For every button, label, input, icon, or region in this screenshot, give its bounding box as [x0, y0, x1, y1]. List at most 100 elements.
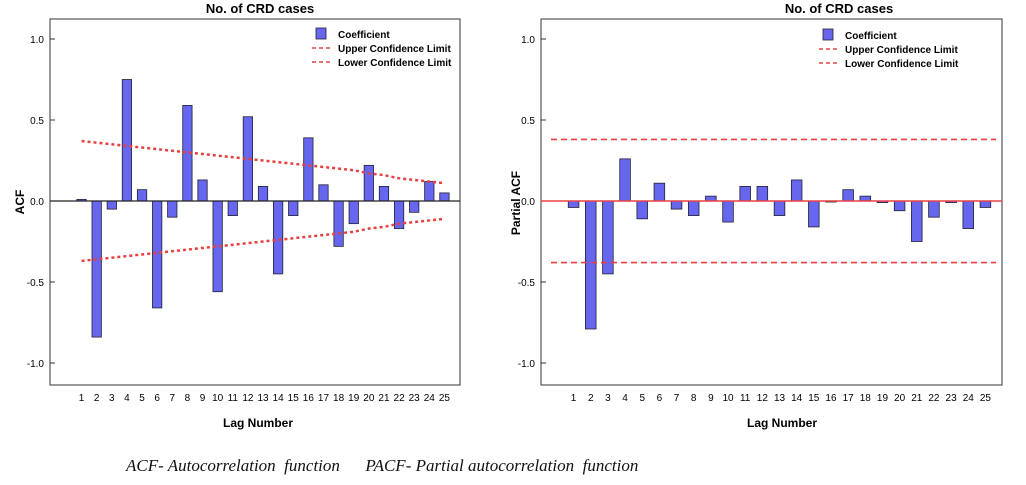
bar-lag-15: [808, 200, 820, 228]
x-tick-label: 16: [303, 393, 315, 404]
bar-lag-2: [91, 200, 102, 338]
x-tick-label: 10: [722, 393, 734, 404]
x-tick-label: 17: [843, 393, 855, 404]
bar-lag-8: [687, 200, 700, 216]
legend-label-coefficient: Coefficient: [845, 31, 897, 42]
bar-lag-14: [790, 179, 803, 202]
x-tick-label: 23: [946, 393, 958, 404]
bar-lag-21: [378, 186, 390, 202]
x-tick-label: 9: [708, 393, 714, 404]
x-tick-label: 4: [124, 393, 130, 404]
plot-frame: [540, 18, 1003, 386]
y-tick-label: -0.5: [27, 278, 45, 289]
legend-label-lower-confidence-limit: Lower Confidence Limit: [845, 59, 959, 70]
x-tick-label: 6: [657, 393, 663, 404]
x-tick-label: 1: [571, 393, 577, 404]
bar-lag-10: [722, 200, 734, 223]
x-tick-label: 17: [318, 393, 330, 404]
bar-lag-2: [585, 200, 597, 330]
bar-lag-5: [636, 200, 648, 220]
bar-lag-19: [348, 200, 359, 225]
x-tick-label: 21: [378, 393, 390, 404]
x-tick-label: 19: [877, 393, 889, 404]
y-axis-label: ACF: [13, 190, 27, 215]
lower-confidence-limit-line: [81, 217, 445, 263]
bar-lag-5: [136, 189, 148, 202]
pacf-chart: No. of CRD cases 1.0 0.5 0.0 -0.5 -1.0 Partial…: [510, 1, 1003, 430]
chart-title: No. of CRD cases: [206, 1, 314, 16]
legend-label-lower-confidence-limit: Lower Confidence Limit: [338, 58, 452, 69]
x-tick-label: 2: [94, 393, 100, 404]
bar-lag-1: [567, 200, 580, 208]
plot-frame: [49, 18, 461, 386]
x-tick-label: 13: [774, 393, 786, 404]
x-tick-label: 24: [963, 393, 975, 404]
bar-lag-15: [288, 200, 299, 216]
x-tick-label: 16: [825, 393, 837, 404]
bar-lag-9: [197, 179, 208, 202]
pacf-chart-panel: No. of CRD cases 1.0 0.5 0.0 -0.5 -1.0 Partial…: [510, 0, 1026, 440]
bar-lag-11: [739, 186, 751, 202]
bar-lag-20: [893, 200, 906, 212]
y-tick-label: 0.0: [30, 197, 44, 208]
x-tick-label: 12: [242, 393, 254, 404]
x-tick-label: 22: [928, 393, 940, 404]
x-tick-label: 12: [757, 393, 769, 404]
y-tick-label: -1.0: [518, 359, 536, 370]
x-tick-label: 25: [980, 393, 992, 404]
x-tick-label: 7: [674, 393, 680, 404]
x-tick-label: 25: [439, 393, 451, 404]
x-tick-label: 6: [154, 393, 160, 404]
legend-label-upper-confidence-limit: Upper Confidence Limit: [338, 44, 451, 55]
x-tick-label: 14: [791, 393, 803, 404]
bar-lag-16: [303, 137, 314, 202]
chart-title: No. of CRD cases: [785, 1, 893, 16]
bar-lag-17: [842, 189, 854, 202]
legend-swatch-coefficient: [315, 27, 327, 40]
x-tick-label: 20: [894, 393, 906, 404]
bar-lag-7: [167, 200, 178, 218]
y-tick-label: -1.0: [27, 359, 45, 370]
x-tick-label: 7: [169, 393, 175, 404]
bar-lag-7: [670, 200, 683, 210]
upper-confidence-limit-line: [81, 139, 445, 185]
x-tick-label: 13: [257, 393, 269, 404]
y-tick-label: 1.0: [521, 35, 535, 46]
x-tick-label: 15: [808, 393, 820, 404]
bar-lag-6: [152, 200, 163, 309]
bar-lag-22: [928, 200, 940, 218]
y-axis-label: Partial ACF: [510, 171, 523, 235]
bar-lag-21: [911, 200, 923, 242]
y-tick-label: 1.0: [30, 35, 44, 46]
y-tick-label: 0.5: [30, 116, 44, 127]
bar-lag-4: [619, 158, 631, 202]
bar-lag-3: [106, 200, 117, 210]
x-tick-label: 1: [79, 393, 85, 404]
x-tick-label: 18: [860, 393, 872, 404]
bar-lag-13: [257, 186, 269, 202]
bar-lag-6: [653, 182, 666, 202]
bar-lag-20: [363, 164, 374, 202]
bar-lag-14: [273, 200, 284, 275]
x-tick-label: 14: [273, 393, 285, 404]
x-tick-label: 5: [639, 393, 645, 404]
figure-caption: ACF- Autocorrelation function PACF- Part…: [126, 456, 639, 475]
x-tick-label: 11: [740, 393, 751, 404]
bar-lag-4: [121, 79, 133, 202]
x-tick-label: 21: [911, 393, 923, 404]
bar-lag-17: [318, 184, 329, 202]
legend-label-coefficient: Coefficient: [338, 30, 390, 41]
x-tick-label: 8: [691, 393, 697, 404]
bar-lag-18: [333, 200, 344, 247]
y-tick-label: -0.5: [518, 278, 536, 289]
bar-lag-24: [424, 181, 435, 202]
x-tick-label: 8: [185, 393, 191, 404]
bar-lag-13: [773, 200, 786, 216]
x-tick-label: 2: [588, 393, 594, 404]
x-axis-label: Lag Number: [223, 416, 293, 430]
x-tick-label: 22: [394, 393, 406, 404]
y-tick-label: 0.0: [521, 197, 535, 208]
x-tick-label: 5: [139, 393, 145, 404]
bar-lag-24: [962, 200, 974, 229]
